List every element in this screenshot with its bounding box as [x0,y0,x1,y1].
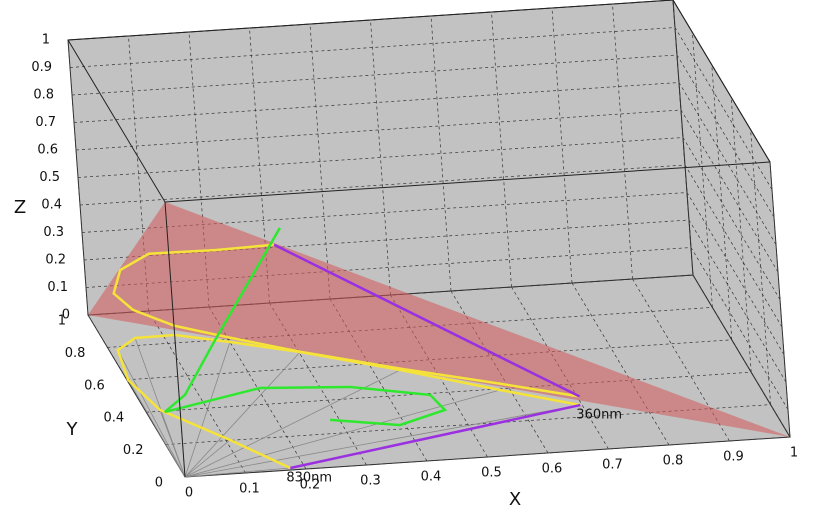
y-tick-label: 0 [155,476,163,491]
y-tick-label: 0.2 [123,443,144,458]
x-tick-label: 1 [790,446,798,461]
grid-line [672,0,694,276]
grid-line [148,310,246,474]
grid-line [688,219,787,383]
box-edge [67,39,166,203]
grid-line [73,82,680,123]
z-tick-label: 0 [62,308,70,323]
grid-line [491,11,512,288]
grid-line [69,27,676,68]
z-tick-label: 0.5 [39,170,60,185]
box-edge [164,161,771,203]
series-line [116,333,581,470]
series-line [290,403,581,470]
grid-line [146,371,752,413]
spoke [184,351,301,478]
grid-line [680,109,779,273]
grid-line [551,7,573,284]
box-edge [67,0,674,41]
grid-line [128,35,149,312]
x-tick-label: 0.4 [421,470,442,485]
x-tick-label: 0.3 [360,474,381,489]
y-tick-label: 0.6 [84,378,105,393]
y-tick-label: 0.8 [65,346,86,361]
grid-line [85,247,692,288]
z-tick-label: 0.4 [41,198,62,213]
grid-line [678,82,777,245]
z-tick-label: 0.7 [35,115,56,130]
x-axis-title: X [509,489,521,510]
box-edge [164,201,186,478]
x-tick-label: 0.1 [239,482,260,497]
grid-line [75,109,682,151]
x-tick-label: 0.7 [602,458,623,473]
grid-line [370,19,391,296]
y-axis-title: Y [66,419,79,440]
y-tick-label: 1 [58,314,66,329]
grid-line [107,307,713,348]
x-tick-label: 0.6 [542,462,563,477]
grid-line [730,97,752,373]
spoke [127,379,186,478]
annotation: 360nm [576,408,622,423]
box-edge [672,0,771,163]
spoke [117,349,186,478]
spoke [184,341,231,478]
x-tick-label: 0 [185,486,193,501]
right-wall [672,0,791,438]
grid-line [686,192,785,355]
x-tick-label: 0.9 [723,450,744,465]
series-line [112,243,580,398]
grid-line [571,282,670,446]
grid-line [430,15,452,292]
grid-line [612,3,633,280]
z-tick-label: 1 [42,33,50,48]
grid-line [77,137,684,178]
spoke [134,337,186,478]
grid-line [79,164,686,206]
z-tick-label: 0.1 [47,280,68,295]
grid-line [682,137,781,300]
grid-line [188,31,210,308]
grid-line [83,219,690,261]
x-tick-label: 0.5 [481,466,502,481]
z-tick-label: 0.6 [37,143,58,158]
grid-line [692,274,791,438]
x-tick-label: 0.8 [663,454,684,469]
spoke [184,404,581,478]
z-tick-label: 0.9 [31,60,52,75]
grid-line [184,436,791,478]
z-tick-label: 0.8 [33,88,54,103]
z-axis-title: Z [14,197,26,218]
grid-line [87,274,694,316]
y-tick-label: 0.4 [104,411,125,426]
z-tick-label: 0.3 [43,225,64,240]
grid-line [676,54,775,218]
x-tick-label: 0.2 [300,478,321,493]
grid-line [309,23,331,300]
spoke [184,389,501,478]
grid-line [690,247,789,410]
grid-line [126,339,732,381]
grid-line [684,164,783,328]
z-tick-label: 0.2 [45,253,66,268]
grid-line [81,192,688,233]
grid-line [71,54,678,96]
spoke [184,439,231,478]
reference-plane [88,202,790,437]
grid-line [511,286,609,450]
grid-line [769,161,791,438]
grid-line [249,27,270,304]
annotation: 830nm [286,471,332,486]
grid-line [692,32,713,308]
grid-line [67,39,89,316]
spoke [184,467,291,478]
series-line [273,243,581,398]
grid-line [711,64,733,340]
grid-line [750,129,771,405]
series-line [164,227,448,427]
